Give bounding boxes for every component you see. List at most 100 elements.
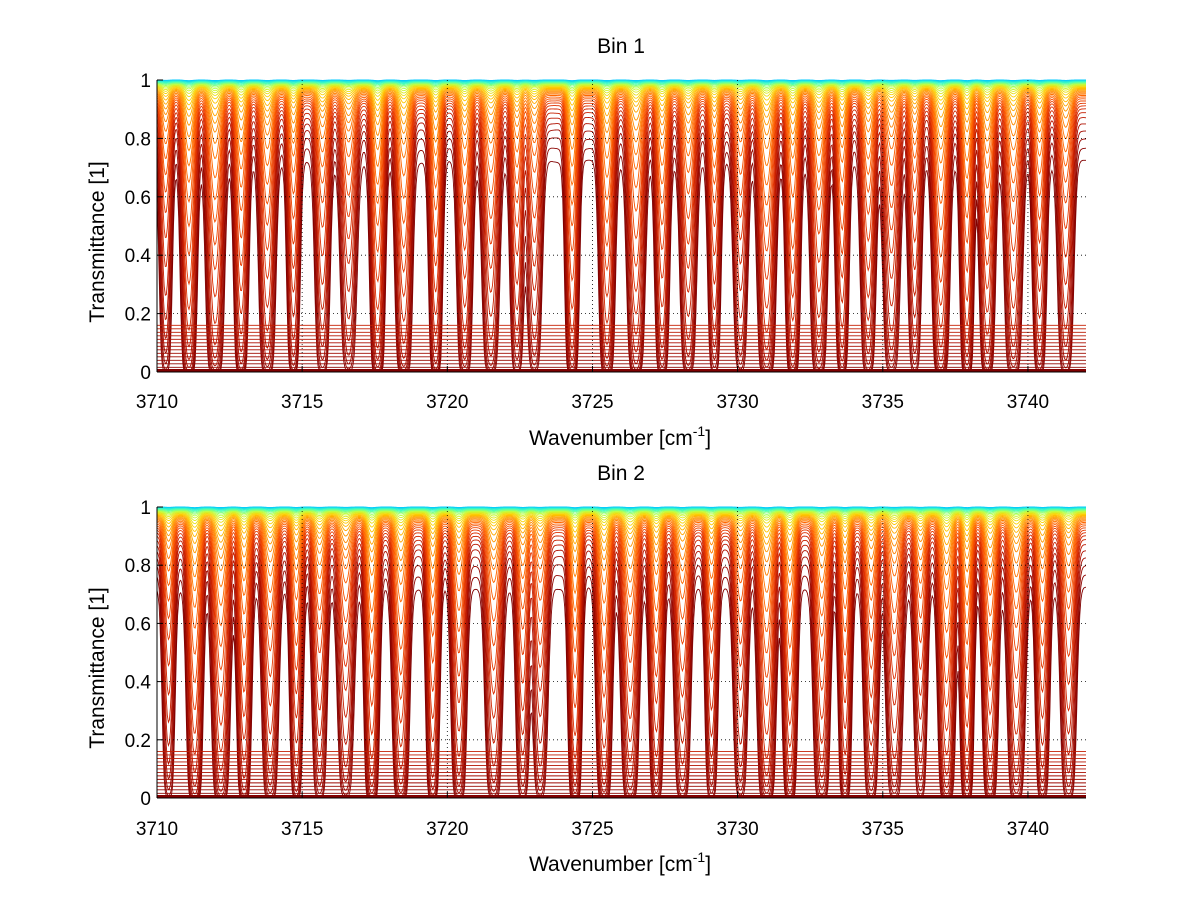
x-tick-label: 3715: [281, 392, 323, 413]
series-line: [157, 564, 1086, 799]
x-axis-label-sup: -1: [693, 849, 706, 865]
x-axis-label-sup: -1: [693, 423, 706, 439]
series-line: [157, 523, 1086, 634]
y-tick-label: 0.8: [125, 129, 151, 150]
y-tick-label: 0.6: [125, 614, 151, 635]
series-line: [157, 81, 1086, 85]
x-tick-label: 3710: [136, 819, 178, 840]
x-tick-label: 3740: [1007, 392, 1049, 413]
series-line: [157, 519, 1086, 578]
series-line: [157, 85, 1086, 95]
series-line: [157, 511, 1086, 519]
x-tick-label: 3715: [281, 819, 323, 840]
x-axis-label-end: ]: [705, 427, 711, 450]
series-line: [157, 529, 1086, 711]
series-line: [157, 96, 1086, 207]
series-line: [157, 80, 1086, 84]
series-line: [157, 129, 1086, 372]
x-tick-label: 3735: [862, 392, 904, 413]
series-line: [157, 518, 1086, 565]
y-axis-label: Transmittance [1]: [86, 587, 109, 748]
x-tick-label: 3740: [1007, 819, 1049, 840]
series-line: [157, 513, 1086, 528]
series-line: [157, 508, 1086, 512]
x-axis-label: Wavenumber [cm-1]: [529, 849, 711, 876]
y-tick-label: 1: [140, 498, 151, 519]
series-line: [157, 137, 1086, 373]
x-tick-label: 3720: [426, 392, 468, 413]
x-tick-label: 3730: [716, 819, 758, 840]
series-line: [157, 93, 1086, 168]
series-line: [157, 87, 1086, 106]
y-tick-label: 0.6: [125, 188, 151, 209]
series-line: [157, 509, 1086, 513]
chart-panel-bin-2: Bin 2 3710 3715 3720 3725 3730 3735 3740 0 0.2 0.…: [86, 462, 1086, 876]
y-tick-label: 0.2: [125, 731, 151, 752]
series-line: [157, 105, 1086, 311]
series-line: [157, 102, 1086, 286]
series-line: [157, 86, 1086, 101]
x-axis-label-main: Wavenumber [cm: [529, 427, 693, 450]
series-line: [157, 517, 1086, 555]
series-line: [157, 80, 1086, 83]
series-line: [157, 509, 1086, 514]
series-line: [157, 507, 1086, 511]
series-line: [157, 98, 1086, 231]
series-line: [157, 512, 1086, 525]
x-axis-label-main: Wavenumber [cm: [529, 853, 693, 876]
series-line: [157, 515, 1086, 539]
series-line: [157, 521, 1086, 614]
series-line: [157, 85, 1086, 98]
series-line: [157, 514, 1086, 533]
series-line: [157, 95, 1086, 187]
series-line: [157, 520, 1086, 595]
y-tick-label: 0.8: [125, 556, 151, 577]
series-line: [157, 82, 1086, 86]
y-tick-label: 0.2: [125, 305, 151, 326]
x-axis-label: Wavenumber [cm-1]: [529, 423, 711, 450]
series-line: [157, 88, 1086, 112]
series-line: [157, 574, 1086, 799]
y-tick-label: 0: [140, 363, 151, 384]
series-line: [157, 79, 1086, 82]
series-line: [157, 122, 1086, 369]
series-line: [157, 512, 1086, 522]
y-tick-label: 0.4: [125, 246, 152, 267]
x-axis-label-end: ]: [705, 853, 711, 876]
series-line: [157, 510, 1086, 517]
x-tick-label: 3730: [716, 392, 758, 413]
chart-title: Bin 2: [597, 462, 645, 485]
chart-title: Bin 1: [597, 35, 645, 58]
series-line: [157, 108, 1086, 334]
series-line: [157, 527, 1086, 684]
series-line: [157, 525, 1086, 659]
series-line: [157, 84, 1086, 92]
series-line: [157, 516, 1086, 546]
series-line: [157, 539, 1086, 777]
series-line: [157, 116, 1086, 362]
series-line: [157, 112, 1086, 350]
series-line: [157, 100, 1086, 258]
series-line: [157, 543, 1086, 789]
series-line: [157, 507, 1086, 510]
x-tick-label: 3725: [571, 819, 613, 840]
series-line: [157, 91, 1086, 138]
series-line: [157, 147, 1086, 373]
series-line: [157, 83, 1086, 88]
series-line: [157, 532, 1086, 736]
series-line: [157, 535, 1086, 760]
y-axis-label: Transmittance [1]: [86, 161, 109, 322]
x-tick-label: 3725: [571, 392, 613, 413]
x-tick-label: 3735: [862, 819, 904, 840]
y-tick-label: 1: [140, 71, 151, 92]
y-tick-label: 0.4: [125, 673, 152, 694]
series-line: [157, 90, 1086, 128]
y-tick-label: 0: [140, 789, 151, 810]
series-line: [157, 549, 1086, 795]
chart-panel-bin-1: Bin 1 3710 3715 3720 3725 3730 3735 3740 0 0.2 0.…: [86, 35, 1086, 450]
series-line: [157, 556, 1086, 798]
series-line: [157, 89, 1086, 118]
series-line: [157, 92, 1086, 152]
series-line: [157, 510, 1086, 515]
